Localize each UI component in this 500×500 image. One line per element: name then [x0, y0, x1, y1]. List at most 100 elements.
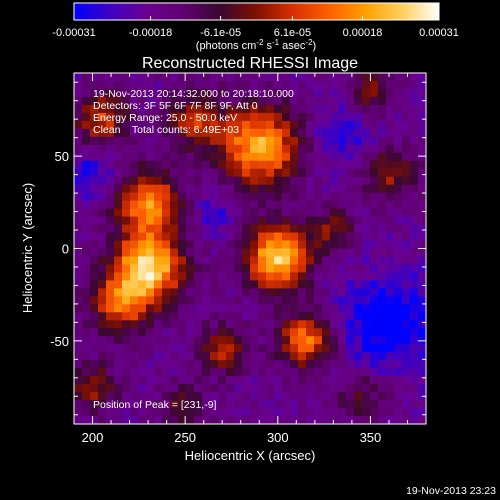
heatmap-cell	[402, 280, 411, 289]
heatmap-cell	[194, 376, 203, 385]
heatmap-cell	[354, 384, 363, 393]
heatmap-cell	[226, 208, 235, 218]
heatmap-cell	[154, 320, 163, 329]
heatmap-cell	[90, 240, 99, 250]
heatmap-cell	[322, 240, 331, 250]
heatmap-cell	[138, 152, 147, 162]
heatmap-cell	[314, 192, 323, 202]
heatmap-cell	[114, 168, 123, 178]
heatmap-cell	[90, 376, 99, 385]
heatmap-cell	[346, 248, 355, 258]
heatmap-cell	[90, 304, 99, 313]
heatmap-cell	[266, 280, 275, 289]
heatmap-cell	[338, 96, 347, 106]
heatmap-cell	[114, 400, 123, 409]
heatmap-cell	[90, 104, 99, 114]
heatmap-cell	[314, 328, 323, 337]
heatmap-cell	[306, 216, 315, 226]
heatmap-cell	[130, 168, 139, 178]
heatmap-cell	[354, 272, 363, 282]
heatmap-cell	[282, 136, 291, 146]
heatmap-cell	[338, 352, 347, 361]
heatmap-cell	[290, 320, 299, 329]
heatmap-cell	[282, 256, 291, 266]
heatmap-cell	[146, 192, 155, 202]
heatmap-cell	[170, 144, 179, 154]
heatmap-cell	[402, 416, 411, 424]
heatmap-cell	[210, 312, 219, 321]
heatmap-cell	[370, 152, 379, 162]
heatmap-cell	[298, 88, 307, 98]
heatmap-cell	[114, 160, 123, 170]
heatmap-cell	[202, 80, 211, 90]
heatmap-cell	[258, 392, 267, 401]
heatmap-cell	[274, 392, 283, 401]
heatmap-cell	[82, 408, 91, 417]
heatmap-cell	[338, 392, 347, 401]
heatmap-cell	[162, 376, 171, 385]
heatmap-cell	[394, 96, 403, 106]
heatmap-cell	[242, 208, 251, 218]
heatmap-cell	[106, 392, 115, 401]
heatmap-cell	[402, 224, 411, 234]
heatmap-cell	[378, 224, 387, 234]
heatmap-cell	[298, 280, 307, 289]
heatmap-cell	[330, 256, 339, 266]
heatmap-cell	[242, 224, 251, 234]
heatmap-cell	[346, 328, 355, 337]
heatmap-cell	[122, 144, 131, 154]
heatmap-cell	[90, 408, 99, 417]
heatmap-cell	[298, 416, 307, 424]
heatmap-cell	[114, 88, 123, 98]
heatmap-cell	[266, 416, 275, 424]
heatmap-cell	[194, 152, 203, 162]
heatmap-cell	[186, 192, 195, 202]
heatmap-cell	[314, 176, 323, 186]
heatmap-cell	[138, 256, 147, 266]
heatmap-cell	[210, 240, 219, 250]
heatmap-cell	[154, 376, 163, 385]
heatmap-cell	[106, 352, 115, 361]
heatmap-cell	[298, 392, 307, 401]
heatmap-cell	[170, 104, 179, 114]
heatmap-cell	[330, 224, 339, 234]
heatmap-cell	[98, 320, 107, 329]
heatmap-cell	[138, 160, 147, 170]
heatmap-cell	[290, 352, 299, 361]
heatmap-cell	[298, 312, 307, 321]
colorbar-tick-label: 0.00031	[419, 27, 459, 39]
heatmap-cell	[354, 416, 363, 424]
heatmap-cell	[314, 144, 323, 154]
heatmap-cell	[114, 200, 123, 210]
heatmap-cell	[226, 128, 235, 138]
heatmap-cell	[314, 120, 323, 130]
heatmap-cell	[346, 104, 355, 114]
heatmap-cell	[266, 400, 275, 409]
heatmap-cell	[74, 152, 83, 162]
heatmap-cell	[202, 264, 211, 274]
heatmap-cell	[122, 80, 131, 90]
heatmap-cell	[154, 136, 163, 146]
heatmap-cell	[410, 320, 419, 329]
heatmap-cell	[266, 320, 275, 329]
heatmap-cell	[138, 248, 147, 258]
heatmap-cell	[346, 408, 355, 417]
heatmap-cell	[186, 408, 195, 417]
heatmap-cell	[82, 88, 91, 98]
heatmap-cell	[394, 112, 403, 122]
heatmap-cell	[266, 232, 275, 242]
heatmap-cell	[194, 360, 203, 369]
heatmap-cell	[114, 192, 123, 202]
heatmap-cell	[250, 256, 259, 266]
heatmap-cell	[234, 376, 243, 385]
heatmap-cell	[330, 96, 339, 106]
heatmap-cell	[258, 272, 267, 282]
heatmap-cell	[274, 152, 283, 162]
heatmap-cell	[346, 264, 355, 274]
heatmap-cell	[330, 152, 339, 162]
heatmap-cell	[266, 112, 275, 122]
heatmap-cell	[346, 73, 355, 82]
heatmap-cell	[210, 336, 219, 345]
heatmap-cell	[362, 392, 371, 401]
